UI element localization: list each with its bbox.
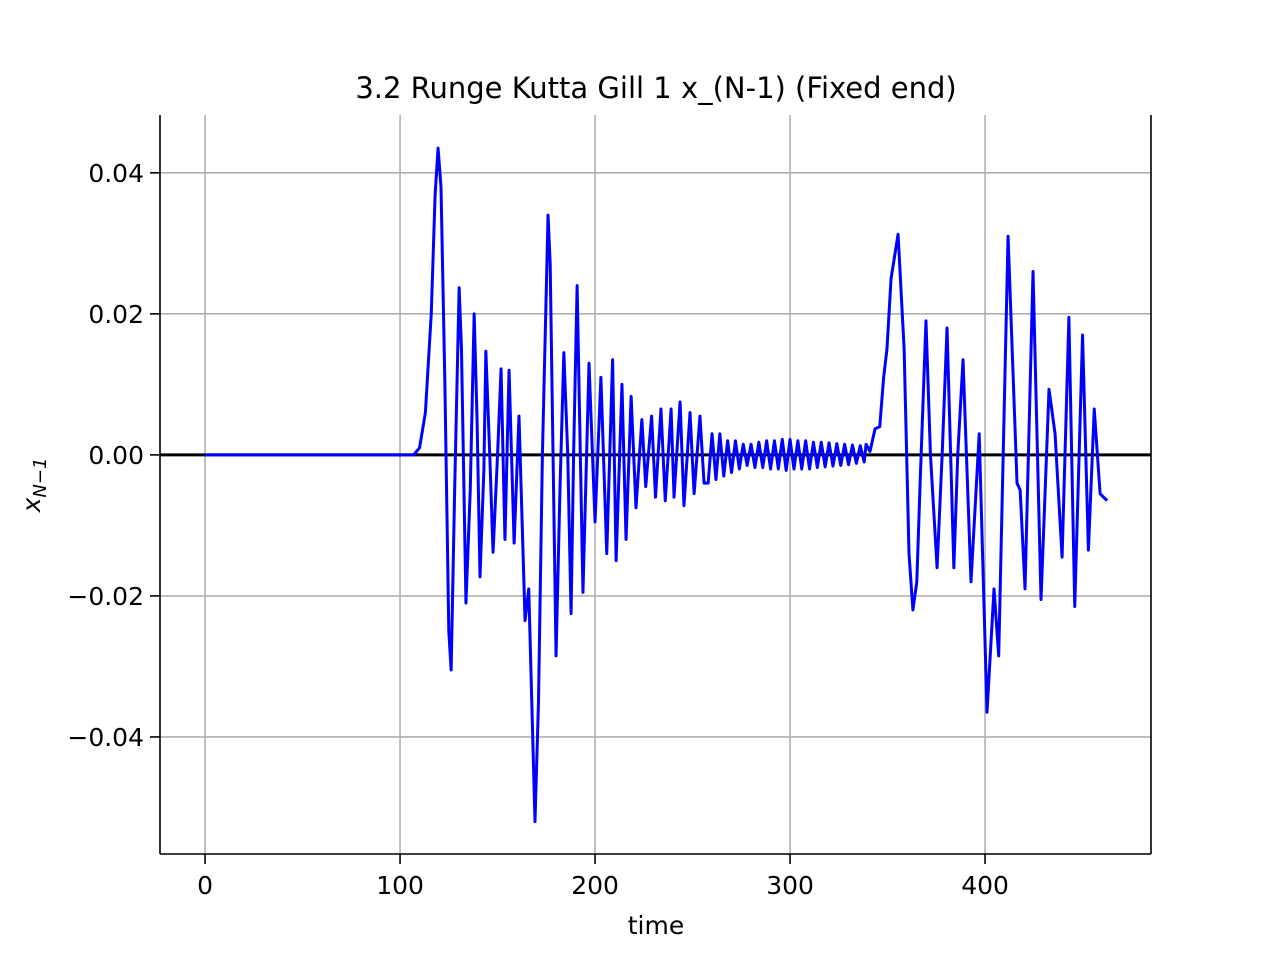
- y-tick-label: −0.02: [67, 582, 144, 611]
- y-tick-label: −0.04: [67, 723, 144, 752]
- data-line: [205, 146, 1109, 824]
- x-axis-label: time: [628, 911, 684, 940]
- y-axis-label-subscript: N−1: [30, 458, 51, 498]
- y-axis-label: xN−1: [17, 458, 51, 514]
- x-tick-label: 0: [197, 871, 213, 900]
- x-tick-label: 100: [376, 871, 424, 900]
- y-tick-label: 0.04: [88, 159, 144, 188]
- chart-title: 3.2 Runge Kutta Gill 1 x_(N-1) (Fixed en…: [355, 71, 956, 105]
- x-tick-label: 400: [961, 871, 1009, 900]
- y-tick-label: 0.02: [88, 300, 144, 329]
- y-axis-label-base: x: [17, 497, 46, 513]
- y-tick-label: 0.00: [88, 441, 144, 470]
- x-tick-label: 200: [571, 871, 619, 900]
- x-tick-label: 300: [766, 871, 814, 900]
